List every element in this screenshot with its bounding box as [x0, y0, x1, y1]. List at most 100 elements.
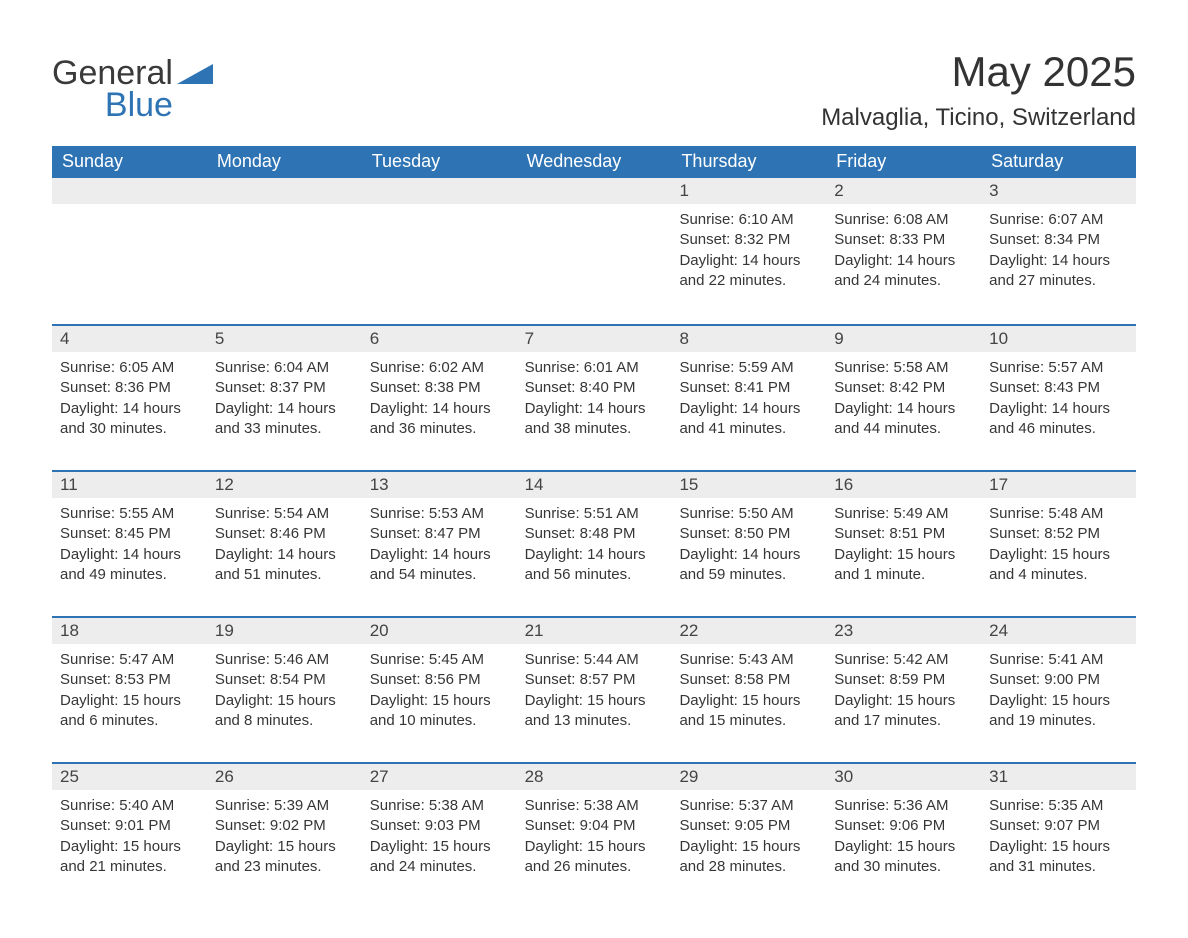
day-details: Sunrise: 5:55 AMSunset: 8:45 PMDaylight:…: [52, 498, 207, 595]
page-title: May 2025: [821, 48, 1136, 96]
calendar-cell: 7Sunrise: 6:01 AMSunset: 8:40 PMDaylight…: [517, 326, 672, 470]
weekday-header: Thursday: [671, 146, 826, 178]
calendar-cell: 4Sunrise: 6:05 AMSunset: 8:36 PMDaylight…: [52, 326, 207, 470]
calendar-cell: 20Sunrise: 5:45 AMSunset: 8:56 PMDayligh…: [362, 618, 517, 762]
sunrise-label: Sunrise: 6:04 AM: [215, 358, 354, 378]
sunrise-label: Sunrise: 5:38 AM: [370, 796, 509, 816]
daylight-label: Daylight: 14 hours and 38 minutes.: [525, 399, 664, 440]
day-number: 10: [981, 326, 1136, 352]
sunset-label: Sunset: 9:01 PM: [60, 816, 199, 836]
daylight-label: Daylight: 15 hours and 21 minutes.: [60, 837, 199, 878]
day-number: 15: [671, 472, 826, 498]
calendar-cell: 11Sunrise: 5:55 AMSunset: 8:45 PMDayligh…: [52, 472, 207, 616]
day-number: 4: [52, 326, 207, 352]
calendar-weeks: 1Sunrise: 6:10 AMSunset: 8:32 PMDaylight…: [52, 178, 1136, 908]
calendar-cell: [207, 178, 362, 324]
day-details: Sunrise: 6:08 AMSunset: 8:33 PMDaylight:…: [826, 204, 981, 301]
calendar-week: 18Sunrise: 5:47 AMSunset: 8:53 PMDayligh…: [52, 616, 1136, 762]
day-details: Sunrise: 5:59 AMSunset: 8:41 PMDaylight:…: [671, 352, 826, 449]
sunrise-label: Sunrise: 5:55 AM: [60, 504, 199, 524]
sunrise-label: Sunrise: 5:57 AM: [989, 358, 1128, 378]
sunrise-label: Sunrise: 6:01 AM: [525, 358, 664, 378]
day-number: 22: [671, 618, 826, 644]
calendar-week: 4Sunrise: 6:05 AMSunset: 8:36 PMDaylight…: [52, 324, 1136, 470]
calendar-cell: 19Sunrise: 5:46 AMSunset: 8:54 PMDayligh…: [207, 618, 362, 762]
sunset-label: Sunset: 8:48 PM: [525, 524, 664, 544]
daylight-label: Daylight: 14 hours and 22 minutes.: [679, 251, 818, 292]
sunrise-label: Sunrise: 5:36 AM: [834, 796, 973, 816]
daylight-label: Daylight: 14 hours and 41 minutes.: [679, 399, 818, 440]
calendar-cell: 3Sunrise: 6:07 AMSunset: 8:34 PMDaylight…: [981, 178, 1136, 324]
day-details: Sunrise: 5:54 AMSunset: 8:46 PMDaylight:…: [207, 498, 362, 595]
day-details: Sunrise: 6:04 AMSunset: 8:37 PMDaylight:…: [207, 352, 362, 449]
header: General Blue May 2025 Malvaglia, Ticino,…: [52, 48, 1136, 132]
sunset-label: Sunset: 8:52 PM: [989, 524, 1128, 544]
sunrise-label: Sunrise: 5:38 AM: [525, 796, 664, 816]
day-number: 1: [671, 178, 826, 204]
sunset-label: Sunset: 8:58 PM: [679, 670, 818, 690]
calendar-cell: 16Sunrise: 5:49 AMSunset: 8:51 PMDayligh…: [826, 472, 981, 616]
day-details: Sunrise: 6:10 AMSunset: 8:32 PMDaylight:…: [671, 204, 826, 301]
day-number: 24: [981, 618, 1136, 644]
sunset-label: Sunset: 8:41 PM: [679, 378, 818, 398]
calendar-cell: 9Sunrise: 5:58 AMSunset: 8:42 PMDaylight…: [826, 326, 981, 470]
day-details: Sunrise: 5:35 AMSunset: 9:07 PMDaylight:…: [981, 790, 1136, 887]
day-number: 12: [207, 472, 362, 498]
day-number: [517, 178, 672, 204]
daylight-label: Daylight: 15 hours and 24 minutes.: [370, 837, 509, 878]
daylight-label: Daylight: 15 hours and 17 minutes.: [834, 691, 973, 732]
sunrise-label: Sunrise: 5:48 AM: [989, 504, 1128, 524]
day-details: Sunrise: 5:41 AMSunset: 9:00 PMDaylight:…: [981, 644, 1136, 741]
calendar-cell: 25Sunrise: 5:40 AMSunset: 9:01 PMDayligh…: [52, 764, 207, 908]
sunset-label: Sunset: 8:33 PM: [834, 230, 973, 250]
day-number: 8: [671, 326, 826, 352]
location-label: Malvaglia, Ticino, Switzerland: [821, 104, 1136, 132]
sunrise-label: Sunrise: 5:35 AM: [989, 796, 1128, 816]
day-number: 6: [362, 326, 517, 352]
day-number: 19: [207, 618, 362, 644]
weekday-header: Sunday: [52, 146, 207, 178]
daylight-label: Daylight: 14 hours and 36 minutes.: [370, 399, 509, 440]
calendar-cell: [517, 178, 672, 324]
logo-triangle-icon: [177, 62, 215, 86]
weekday-header: Friday: [826, 146, 981, 178]
daylight-label: Daylight: 14 hours and 59 minutes.: [679, 545, 818, 586]
sunrise-label: Sunrise: 5:43 AM: [679, 650, 818, 670]
calendar-cell: 22Sunrise: 5:43 AMSunset: 8:58 PMDayligh…: [671, 618, 826, 762]
day-number: 25: [52, 764, 207, 790]
day-number: 30: [826, 764, 981, 790]
sunset-label: Sunset: 8:43 PM: [989, 378, 1128, 398]
day-details: Sunrise: 5:49 AMSunset: 8:51 PMDaylight:…: [826, 498, 981, 595]
daylight-label: Daylight: 14 hours and 54 minutes.: [370, 545, 509, 586]
daylight-label: Daylight: 14 hours and 51 minutes.: [215, 545, 354, 586]
sunset-label: Sunset: 8:40 PM: [525, 378, 664, 398]
day-details: Sunrise: 5:53 AMSunset: 8:47 PMDaylight:…: [362, 498, 517, 595]
sunrise-label: Sunrise: 5:59 AM: [679, 358, 818, 378]
sunrise-label: Sunrise: 5:54 AM: [215, 504, 354, 524]
sunrise-label: Sunrise: 5:44 AM: [525, 650, 664, 670]
daylight-label: Daylight: 14 hours and 27 minutes.: [989, 251, 1128, 292]
day-details: Sunrise: 6:05 AMSunset: 8:36 PMDaylight:…: [52, 352, 207, 449]
logo-word2: Blue: [52, 88, 173, 122]
sunset-label: Sunset: 9:07 PM: [989, 816, 1128, 836]
calendar-cell: 21Sunrise: 5:44 AMSunset: 8:57 PMDayligh…: [517, 618, 672, 762]
daylight-label: Daylight: 14 hours and 24 minutes.: [834, 251, 973, 292]
day-number: 14: [517, 472, 672, 498]
calendar-week: 1Sunrise: 6:10 AMSunset: 8:32 PMDaylight…: [52, 178, 1136, 324]
sunset-label: Sunset: 8:32 PM: [679, 230, 818, 250]
daylight-label: Daylight: 15 hours and 1 minute.: [834, 545, 973, 586]
day-details: Sunrise: 5:44 AMSunset: 8:57 PMDaylight:…: [517, 644, 672, 741]
day-number: 26: [207, 764, 362, 790]
sunset-label: Sunset: 9:03 PM: [370, 816, 509, 836]
calendar-cell: 28Sunrise: 5:38 AMSunset: 9:04 PMDayligh…: [517, 764, 672, 908]
day-details: [362, 204, 517, 220]
day-number: 31: [981, 764, 1136, 790]
sunrise-label: Sunrise: 6:05 AM: [60, 358, 199, 378]
daylight-label: Daylight: 15 hours and 8 minutes.: [215, 691, 354, 732]
sunrise-label: Sunrise: 5:49 AM: [834, 504, 973, 524]
sunrise-label: Sunrise: 5:45 AM: [370, 650, 509, 670]
calendar-cell: 2Sunrise: 6:08 AMSunset: 8:33 PMDaylight…: [826, 178, 981, 324]
calendar-cell: 12Sunrise: 5:54 AMSunset: 8:46 PMDayligh…: [207, 472, 362, 616]
day-details: Sunrise: 5:47 AMSunset: 8:53 PMDaylight:…: [52, 644, 207, 741]
calendar-cell: 17Sunrise: 5:48 AMSunset: 8:52 PMDayligh…: [981, 472, 1136, 616]
